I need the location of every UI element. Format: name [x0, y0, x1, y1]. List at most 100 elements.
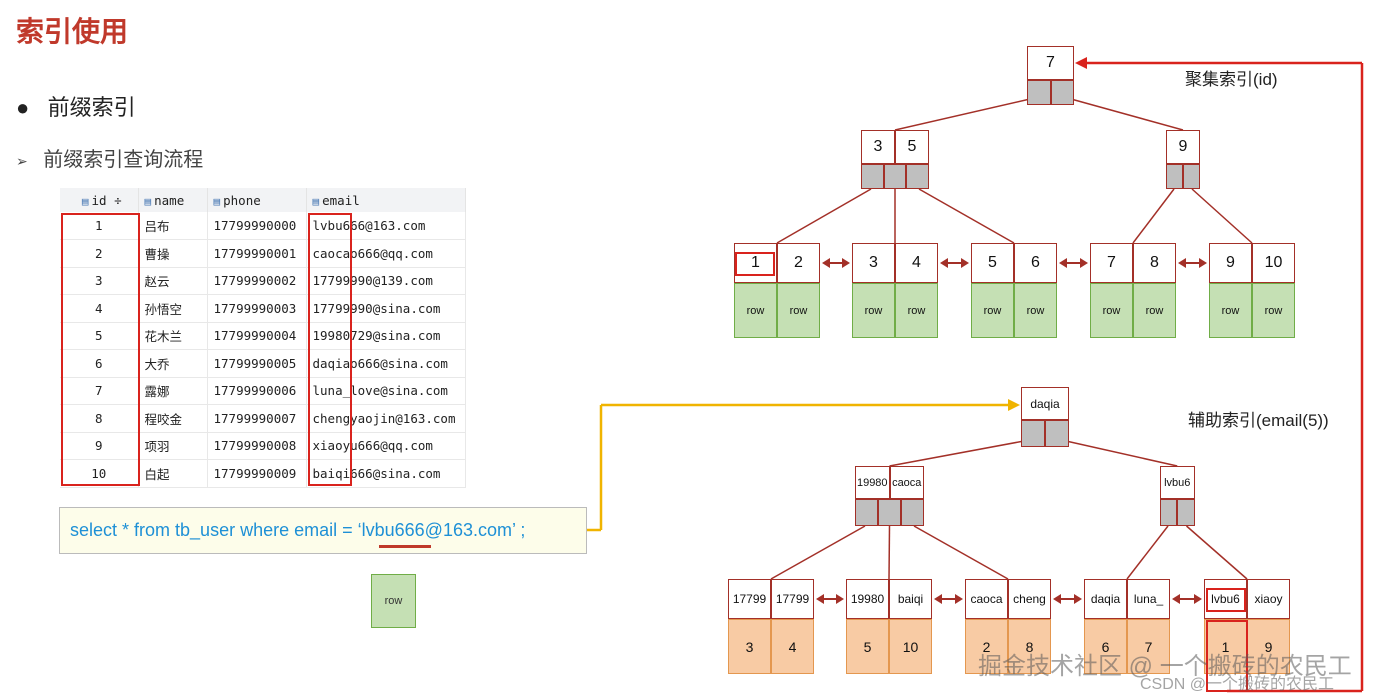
table-row[interactable]: 8 程咬金 17799990007 chengyaojin@163.com: [60, 404, 466, 433]
arrow-right-icon: [842, 258, 850, 268]
pointer-slot: [1166, 164, 1183, 189]
leaf-row: row: [895, 283, 938, 338]
internal-key: lvbu6: [1160, 466, 1195, 499]
connector-line: [913, 525, 1009, 580]
pointer-slot: [1160, 499, 1178, 526]
cell-email: lvbu666@163.com: [306, 212, 466, 240]
leaf-row: row: [1252, 283, 1295, 338]
connector-line: [1070, 98, 1184, 131]
cell-id: 10: [60, 459, 139, 488]
connector-line: [894, 98, 1031, 131]
arrow-left-icon: [940, 258, 948, 268]
cell-phone: 17799990000: [207, 212, 307, 240]
cell-name: 孙悟空: [138, 294, 208, 323]
connector-line: [1065, 440, 1178, 467]
cell-name: 项羽: [138, 432, 208, 460]
leaf-key: xiaoy: [1247, 579, 1290, 619]
table-row[interactable]: 1 吕布 17799990000 lvbu666@163.com: [60, 212, 466, 240]
connector-line: [918, 188, 1015, 244]
leaf-row: row: [1209, 283, 1252, 338]
sql-underline: [379, 545, 431, 548]
row-id-1-highlight: [1206, 620, 1248, 692]
key-1-highlight: [735, 252, 775, 276]
leaf-row: 8: [1008, 619, 1051, 674]
leaf-key: 8: [1133, 243, 1176, 283]
arrow-left-icon: [1053, 594, 1061, 604]
table-row[interactable]: 2 曹操 17799990001 caocao666@qq.com: [60, 239, 466, 268]
pointer-slot: [906, 164, 929, 189]
arrow-right-icon: [961, 258, 969, 268]
leaf-key: 3: [852, 243, 895, 283]
table-row[interactable]: 7 露娜 17799990006 luna_love@sina.com: [60, 377, 466, 405]
cell-email: caocao666@qq.com: [306, 239, 466, 268]
table-row[interactable]: 9 项羽 17799990008 xiaoyu666@qq.com: [60, 432, 466, 460]
leaf-key: 2: [777, 243, 820, 283]
leaf-key: baiqi: [889, 579, 932, 619]
cell-email: daqiao666@sina.com: [306, 349, 466, 378]
leaf-key: 1: [734, 243, 777, 283]
root-key: daqia: [1021, 387, 1069, 420]
col-email[interactable]: ▤ email: [306, 188, 466, 212]
leaf-key: 9: [1209, 243, 1252, 283]
leaf-key: cheng: [1008, 579, 1051, 619]
watermark-juejin: 掘金技术社区 @ 一个搬砖的农民工: [978, 653, 1352, 680]
pointer-slot: [1050, 80, 1074, 105]
bullet-circle-icon: ●: [16, 95, 48, 120]
col-id[interactable]: ▤ id ÷: [60, 188, 139, 212]
leaf-key: lvbu6: [1204, 579, 1247, 619]
col-phone[interactable]: ▤ phone: [207, 188, 307, 212]
sub-bullet: ➢ 前缀索引查询流程: [16, 143, 203, 172]
leaf-key: 4: [895, 243, 938, 283]
leaf-key: 17799: [728, 579, 771, 619]
arrow-right-icon: [836, 594, 844, 604]
leaf-key: 10: [1252, 243, 1295, 283]
bullet-prefix-index: ● 前缀索引: [16, 90, 136, 122]
leaf-row: row: [1133, 283, 1176, 338]
leaf-row: 4: [771, 619, 814, 674]
table-row[interactable]: 4 孙悟空 17799990003 17799990@sina.com: [60, 294, 466, 323]
cell-id: 5: [60, 322, 139, 350]
table-row[interactable]: 3 赵云 17799990002 17799990@139.com: [60, 267, 466, 295]
lvbu6-highlight: [1206, 588, 1246, 612]
leaf-row: 3: [728, 619, 771, 674]
arrow-left-icon: [934, 594, 942, 604]
table-row[interactable]: 10 白起 17799990009 baiqi666@sina.com: [60, 459, 466, 488]
leaf-row: 2: [965, 619, 1008, 674]
leaf-row: row: [1014, 283, 1057, 338]
cell-phone: 17799990006: [207, 377, 307, 405]
cell-name: 曹操: [138, 239, 208, 268]
leaf-key: 6: [1014, 243, 1057, 283]
cell-phone: 17799990002: [207, 267, 307, 295]
clustered-index-label: 聚集索引(id): [1185, 70, 1278, 89]
secondary-index-label: 辅助索引(email(5)): [1188, 411, 1329, 430]
connector-line: [889, 440, 1025, 467]
pointer-slot: [1177, 499, 1195, 526]
email-prefix-highlight: [308, 213, 352, 486]
leaf-row: row: [852, 283, 895, 338]
col-name[interactable]: ▤ name: [138, 188, 208, 212]
arrow-left-icon: [822, 258, 830, 268]
cell-id: 7: [60, 377, 139, 405]
table-row[interactable]: 5 花木兰 17799990004 19980729@sina.com: [60, 322, 466, 350]
pointer-slot: [1045, 420, 1069, 447]
connector-line: [1126, 525, 1169, 580]
cell-email: 17799990@sina.com: [306, 294, 466, 323]
pointer-slot: [901, 499, 924, 526]
table-row[interactable]: 6 大乔 17799990005 daqiao666@sina.com: [60, 349, 466, 378]
key-column-icon: ▤: [81, 194, 89, 208]
connector-line: [888, 525, 891, 580]
cell-id: 1: [60, 212, 139, 240]
internal-key: 9: [1166, 130, 1200, 164]
leaf-row: row: [1090, 283, 1133, 338]
cell-id: 9: [60, 432, 139, 460]
leaf-key: 19980: [846, 579, 889, 619]
internal-key: 5: [895, 130, 929, 164]
cell-email: 19980729@sina.com: [306, 322, 466, 350]
leaf-key: luna_: [1127, 579, 1170, 619]
bullet-text: 前缀索引: [47, 95, 136, 120]
internal-key: 19980: [855, 466, 890, 499]
leaf-key: 17799: [771, 579, 814, 619]
root-key: 7: [1027, 46, 1074, 80]
cell-id: 3: [60, 267, 139, 295]
cell-name: 吕布: [138, 212, 208, 240]
